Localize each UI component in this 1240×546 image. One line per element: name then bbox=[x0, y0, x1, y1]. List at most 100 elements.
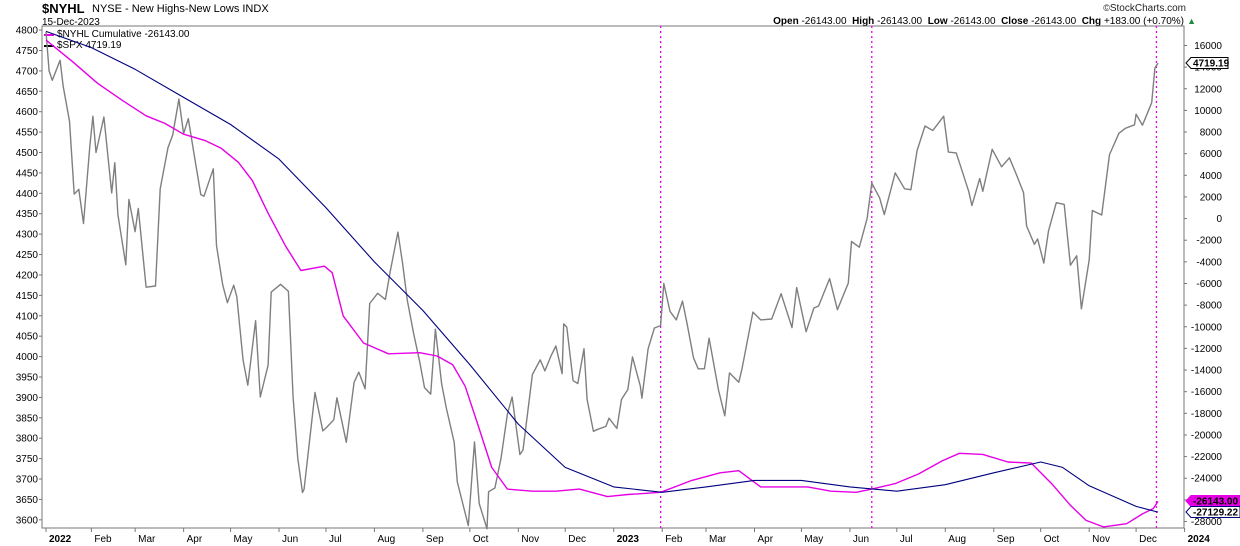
left-tick-label: 4050 bbox=[16, 332, 39, 343]
bottom-tick-label: Nov bbox=[521, 534, 539, 545]
bottom-tick-label: May bbox=[804, 534, 823, 545]
left-tick-label: 4000 bbox=[16, 352, 39, 363]
legend-label-spx: $SPX 4719.19 bbox=[57, 40, 122, 51]
last-value-tag: 4719.19 bbox=[1185, 57, 1230, 70]
last-value-tag: -26143.00 bbox=[1185, 495, 1240, 508]
left-tick-label: 4600 bbox=[16, 107, 39, 118]
bottom-tick-label: 2022 bbox=[49, 534, 72, 545]
low-value: -26143.00 bbox=[950, 16, 996, 27]
left-tick-label: 3850 bbox=[16, 413, 39, 424]
tag-value: 4719.19 bbox=[1193, 59, 1230, 70]
legend-label-cumulative: $NYHL Cumulative -26143.00 bbox=[57, 29, 190, 40]
bottom-tick-label: Jun bbox=[853, 534, 869, 545]
right-tick-label: 4000 bbox=[1200, 171, 1223, 182]
left-tick-label: 3800 bbox=[16, 434, 39, 445]
tag-value: -26143.00 bbox=[1193, 497, 1238, 508]
chart-legend: $NYHL Cumulative -26143.00 $SPX 4719.19 bbox=[44, 29, 189, 51]
right-tick-label: -2000 bbox=[1196, 236, 1222, 247]
bottom-tick-label: Sep bbox=[426, 534, 444, 545]
close-label: Close bbox=[1001, 16, 1029, 27]
cumulative-line bbox=[45, 39, 1159, 528]
plot-frame bbox=[41, 25, 1185, 529]
right-tick-label: -22000 bbox=[1191, 452, 1223, 463]
high-label: High bbox=[852, 16, 875, 27]
tag-background bbox=[1185, 495, 1240, 507]
bottom-tick-label: Dec bbox=[1139, 534, 1157, 545]
tag-background bbox=[1185, 506, 1240, 518]
left-tick-label: 4650 bbox=[16, 87, 39, 98]
right-tick-label: -18000 bbox=[1191, 409, 1223, 420]
left-tick-label: 3900 bbox=[16, 393, 39, 404]
bottom-axis: 2022 Feb Mar Apr May Jun Jul Aug Sep Oct Nov Dec 202… bbox=[45, 528, 1210, 545]
up-arrow-icon: ▲ bbox=[1187, 16, 1196, 26]
ohlc-readout: Open -26143.00 High -26143.00 Low -26143… bbox=[773, 16, 1184, 27]
right-tick-label: 16000 bbox=[1194, 41, 1222, 52]
left-tick-label: 4100 bbox=[16, 311, 39, 322]
left-tick-label: 3600 bbox=[16, 515, 39, 526]
left-tick-label: 4750 bbox=[16, 46, 39, 57]
bottom-tick-label: Aug bbox=[377, 534, 395, 545]
right-tick-label: -6000 bbox=[1196, 279, 1222, 290]
right-tick-label: -10000 bbox=[1191, 322, 1223, 333]
left-tick-label: 4200 bbox=[16, 270, 39, 281]
bottom-tick-label: 2023 bbox=[617, 534, 640, 545]
plot-border bbox=[41, 25, 1185, 529]
left-tick-label: 3750 bbox=[16, 454, 39, 465]
left-tick-label: 4800 bbox=[16, 26, 39, 37]
left-tick-label: 4500 bbox=[16, 148, 39, 159]
right-tick-label: 6000 bbox=[1200, 149, 1223, 160]
last-value-tag: -27129.22 bbox=[1185, 506, 1240, 519]
spx-line bbox=[45, 31, 1159, 530]
legend-swatch-cumulative bbox=[44, 33, 54, 36]
bottom-tick-label: Feb bbox=[94, 534, 112, 545]
bottom-tick-label: Jul bbox=[329, 534, 342, 545]
right-tick-label: 0 bbox=[1216, 214, 1222, 225]
low-label: Low bbox=[927, 16, 948, 27]
bottom-tick-label: Nov bbox=[1092, 534, 1110, 545]
vertical-markers bbox=[659, 26, 1158, 528]
bottom-tick-label: Dec bbox=[568, 534, 586, 545]
right-tick-label: -14000 bbox=[1191, 366, 1223, 377]
last-value-tags: 4719.19 -26143.00-27129.22 bbox=[1185, 57, 1240, 519]
legend-item-cumulative: $NYHL Cumulative -26143.00 bbox=[44, 29, 189, 40]
bottom-tick-label: May bbox=[234, 534, 253, 545]
left-tick-label: 4150 bbox=[16, 291, 39, 302]
high-value: -26143.00 bbox=[877, 16, 923, 27]
bottom-tick-label: Jun bbox=[282, 534, 298, 545]
open-value: -26143.00 bbox=[801, 16, 847, 27]
bottom-tick-label: Jul bbox=[900, 534, 913, 545]
chart-description: NYSE - New Highs-New Lows INDX bbox=[92, 3, 269, 15]
bottom-tick-label: Apr bbox=[757, 534, 773, 545]
legend-swatch-spx bbox=[44, 44, 54, 47]
bottom-tick-label: Sep bbox=[997, 534, 1015, 545]
left-tick-label: 3650 bbox=[16, 495, 39, 506]
right-tick-label: 12000 bbox=[1194, 84, 1222, 95]
right-tick-label: -12000 bbox=[1191, 344, 1223, 355]
right-tick-label: -16000 bbox=[1191, 387, 1223, 398]
average-line bbox=[45, 30, 1159, 513]
tag-background bbox=[1185, 57, 1229, 69]
left-tick-label: 4550 bbox=[16, 128, 39, 139]
bottom-tick-label: Oct bbox=[473, 534, 489, 545]
right-tick-label: -4000 bbox=[1196, 257, 1222, 268]
bottom-tick-label: Feb bbox=[665, 534, 683, 545]
right-tick-label: -28000 bbox=[1191, 517, 1223, 528]
right-tick-label: -8000 bbox=[1196, 301, 1222, 312]
open-label: Open bbox=[773, 16, 799, 27]
copyright-icon: © bbox=[1103, 3, 1110, 13]
left-tick-label: 3700 bbox=[16, 475, 39, 486]
bottom-tick-label: Oct bbox=[1044, 534, 1060, 545]
left-tick-label: 4250 bbox=[16, 250, 39, 261]
left-tick-label: 4700 bbox=[16, 66, 39, 77]
tag-value: -27129.22 bbox=[1193, 508, 1238, 519]
bottom-tick-label: Mar bbox=[709, 534, 727, 545]
bottom-tick-label: Mar bbox=[138, 534, 156, 545]
brand-credit: ©StockCharts.com bbox=[1103, 3, 1186, 14]
chg-value: +183.00 (+0.70%) bbox=[1103, 16, 1184, 27]
brand-name: StockCharts.com bbox=[1109, 3, 1186, 14]
right-tick-label: 10000 bbox=[1194, 106, 1222, 117]
left-tick-label: 4450 bbox=[16, 168, 39, 179]
legend-item-spx: $SPX 4719.19 bbox=[44, 40, 189, 51]
right-tick-label: 8000 bbox=[1200, 128, 1223, 139]
